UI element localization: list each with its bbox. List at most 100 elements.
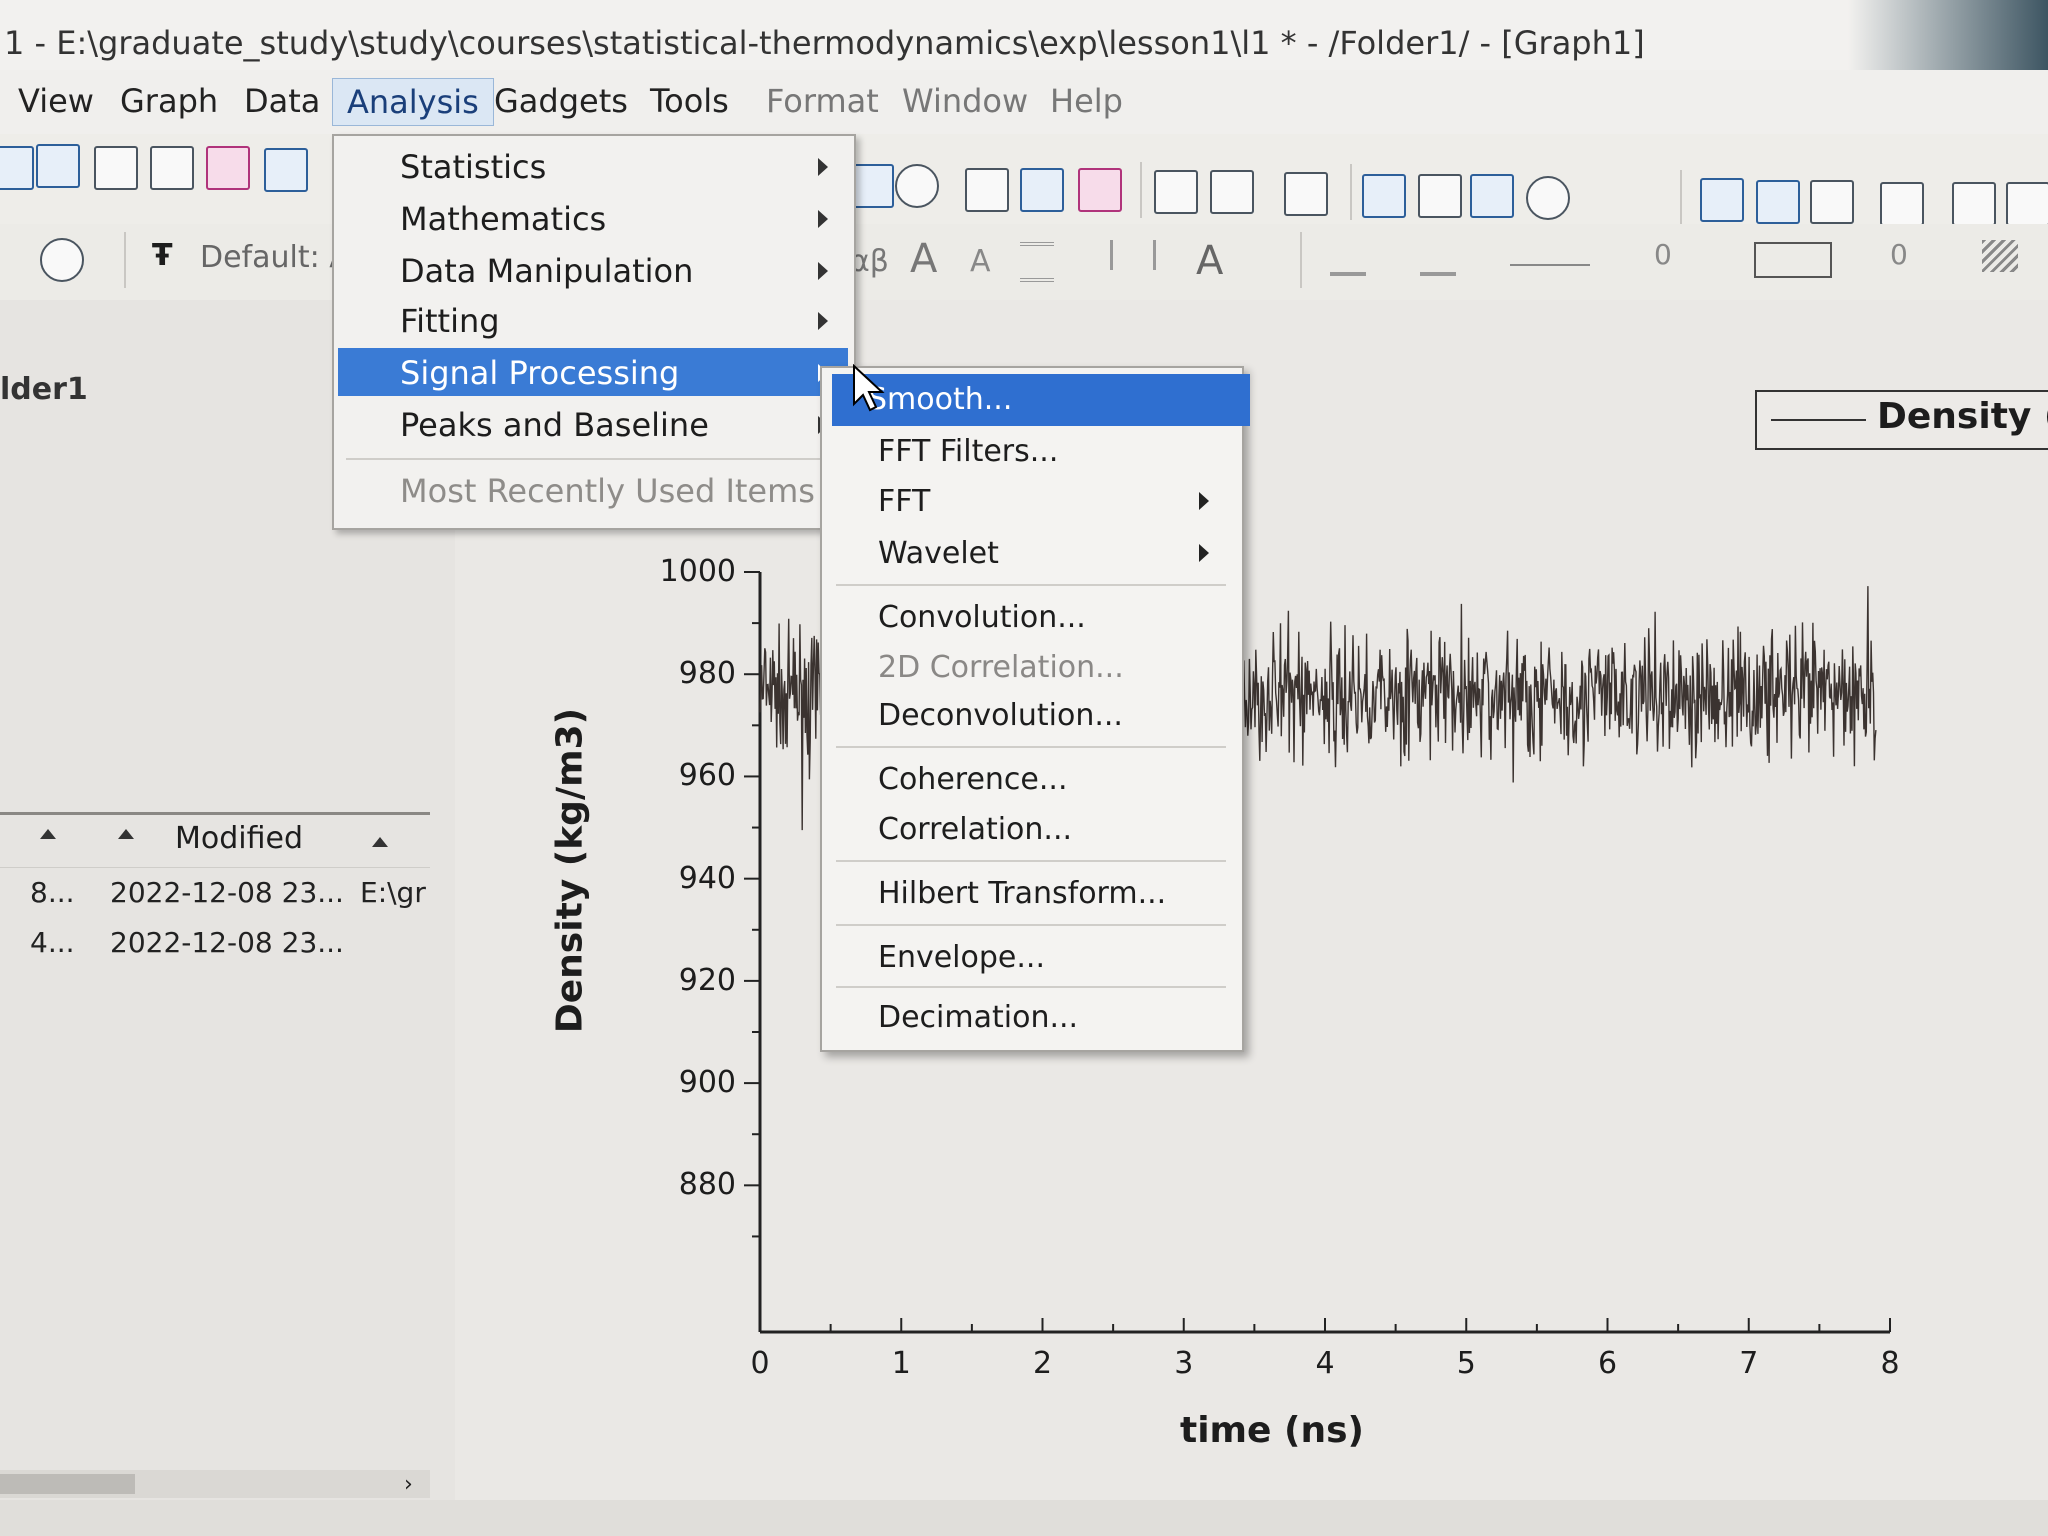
greek-icon[interactable]: αβ: [850, 244, 889, 279]
fill-pattern-combo[interactable]: [1754, 242, 1832, 278]
file-row-name[interactable]: 4...: [30, 926, 75, 959]
layer-icon[interactable]: [1210, 170, 1254, 214]
analysis-item-peaks-baseline[interactable]: Peaks and Baseline: [338, 400, 848, 448]
window-title: 1 - E:\graduate_study\study\courses\stat…: [4, 24, 1645, 62]
pattern-width-spin[interactable]: 0: [1890, 238, 1908, 271]
menu-view[interactable]: View: [18, 82, 94, 120]
sp-item-2d-correlation[interactable]: 2D Correlation...: [842, 642, 1227, 692]
sp-item-wavelet[interactable]: Wavelet: [842, 528, 1227, 578]
horizontal-scrollbar[interactable]: ›: [0, 1470, 430, 1498]
font-color-icon[interactable]: A: [1196, 238, 1224, 284]
menu-window[interactable]: Window: [902, 82, 1029, 120]
mask-icon[interactable]: [40, 238, 84, 282]
new-matrix-icon[interactable]: [94, 146, 138, 190]
project-explorer-icon[interactable]: [1284, 172, 1328, 216]
file-row-modified[interactable]: 2022-12-08 23...: [110, 876, 344, 909]
bottom-toolbar: [0, 1500, 2048, 1536]
print-icon[interactable]: [965, 168, 1009, 212]
sp-item-smooth[interactable]: Smooth...: [832, 374, 1250, 426]
file-row-modified[interactable]: 2022-12-08 23...: [110, 926, 344, 959]
menu-analysis[interactable]: Analysis: [332, 78, 494, 126]
sort-arrow-icon[interactable]: [372, 837, 388, 847]
menu-item-label: Convolution...: [878, 600, 1086, 635]
analysis-dropdown-menu: Statistics Mathematics Data Manipulation…: [332, 134, 856, 530]
copy-page-icon[interactable]: [1078, 168, 1122, 212]
line-color-icon[interactable]: [1420, 242, 1456, 276]
code-builder-icon[interactable]: [1154, 170, 1198, 214]
new-layer-icon[interactable]: [1952, 182, 1996, 226]
font-increase-icon[interactable]: A: [910, 236, 938, 282]
import-icon[interactable]: [850, 164, 894, 208]
menu-item-label: Statistics: [400, 148, 547, 186]
new-notes-icon[interactable]: [264, 148, 308, 192]
menu-separator: [836, 584, 1226, 586]
sp-item-coherence[interactable]: Coherence...: [842, 754, 1227, 804]
hatch-pattern-icon[interactable]: [1982, 240, 2018, 272]
zoom-out-icon[interactable]: [1756, 180, 1800, 224]
menu-item-label: Correlation...: [878, 812, 1073, 847]
toolbar-separator: [1140, 162, 1142, 218]
apps-icon[interactable]: [1526, 176, 1570, 220]
analysis-item-recent[interactable]: Most Recently Used Items: [338, 466, 848, 514]
font-combo[interactable]: Default: A: [200, 240, 350, 275]
menu-item-label: Most Recently Used Items: [400, 472, 815, 510]
line-width-spin[interactable]: 0: [1654, 238, 1672, 271]
sp-item-hilbert-transform[interactable]: Hilbert Transform...: [842, 868, 1227, 918]
submenu-arrow-icon: [818, 312, 828, 330]
sp-item-correlation[interactable]: Correlation...: [842, 804, 1227, 854]
menu-format[interactable]: Format: [766, 82, 879, 120]
analysis-item-signal-processing[interactable]: Signal Processing: [338, 348, 848, 396]
y-tick-label: 940: [678, 860, 736, 896]
x-tick-label: 4: [1315, 1346, 1335, 1381]
menu-gadgets[interactable]: Gadgets: [494, 82, 628, 120]
column-icon[interactable]: [1110, 240, 1156, 270]
line-style-combo[interactable]: [1510, 264, 1590, 266]
sort-arrow-icon[interactable]: [118, 829, 134, 839]
sort-arrow-icon[interactable]: [40, 829, 56, 839]
menu-item-label: Fitting: [400, 302, 500, 340]
menu-item-label: Wavelet: [878, 536, 999, 571]
font-decrease-icon[interactable]: A: [970, 244, 991, 279]
refresh-icon[interactable]: [895, 164, 939, 208]
align-icon[interactable]: [1020, 242, 1054, 282]
sp-item-convolution[interactable]: Convolution...: [842, 592, 1227, 642]
analysis-item-mathematics[interactable]: Mathematics: [338, 194, 848, 242]
scroll-right-icon[interactable]: ›: [404, 1472, 413, 1497]
column-header-modified[interactable]: Modified: [175, 821, 304, 856]
menu-data[interactable]: Data: [244, 82, 321, 120]
results-log-icon[interactable]: [1362, 174, 1406, 218]
new-function-icon[interactable]: [150, 146, 194, 190]
zoom-in-icon[interactable]: [1700, 178, 1744, 222]
new-project-icon[interactable]: [0, 146, 34, 190]
sp-item-decimation[interactable]: Decimation...: [842, 992, 1227, 1042]
toolbar-separator: [124, 232, 126, 288]
legend[interactable]: Density (k: [1755, 390, 2048, 450]
sp-item-envelope[interactable]: Envelope...: [842, 932, 1227, 982]
menu-graph[interactable]: Graph: [120, 82, 219, 120]
x-tick-label: 0: [750, 1346, 770, 1381]
sp-item-fft[interactable]: FFT: [842, 476, 1227, 526]
menu-item-label: FFT Filters...: [878, 434, 1059, 469]
y-tick-label: 980: [678, 656, 736, 692]
y-tick-label: 1000: [659, 554, 736, 589]
analysis-item-data-manipulation[interactable]: Data Manipulation: [338, 246, 848, 294]
command-window-icon[interactable]: [1470, 174, 1514, 218]
sp-item-deconvolution[interactable]: Deconvolution...: [842, 690, 1227, 740]
script-window-icon[interactable]: [1418, 174, 1462, 218]
file-row-name[interactable]: 8...: [30, 876, 75, 909]
fill-color-icon[interactable]: [1330, 242, 1366, 276]
export-icon[interactable]: [1020, 168, 1064, 212]
folder-tree-item[interactable]: lder1: [0, 372, 88, 407]
menu-help[interactable]: Help: [1050, 82, 1123, 120]
scrollbar-thumb[interactable]: [0, 1474, 135, 1494]
sp-item-fft-filters[interactable]: FFT Filters...: [842, 426, 1227, 476]
new-layout-icon[interactable]: [206, 146, 250, 190]
submenu-arrow-icon: [1199, 544, 1209, 562]
analysis-item-statistics[interactable]: Statistics: [338, 142, 848, 190]
data-info-icon[interactable]: [1810, 180, 1854, 224]
menu-tools[interactable]: Tools: [650, 82, 729, 120]
title-bar: 1 - E:\graduate_study\study\courses\stat…: [0, 0, 2048, 70]
analysis-item-fitting[interactable]: Fitting: [338, 296, 848, 344]
new-workbook-icon[interactable]: [36, 144, 80, 188]
file-row-path[interactable]: E:\gr: [360, 876, 426, 909]
